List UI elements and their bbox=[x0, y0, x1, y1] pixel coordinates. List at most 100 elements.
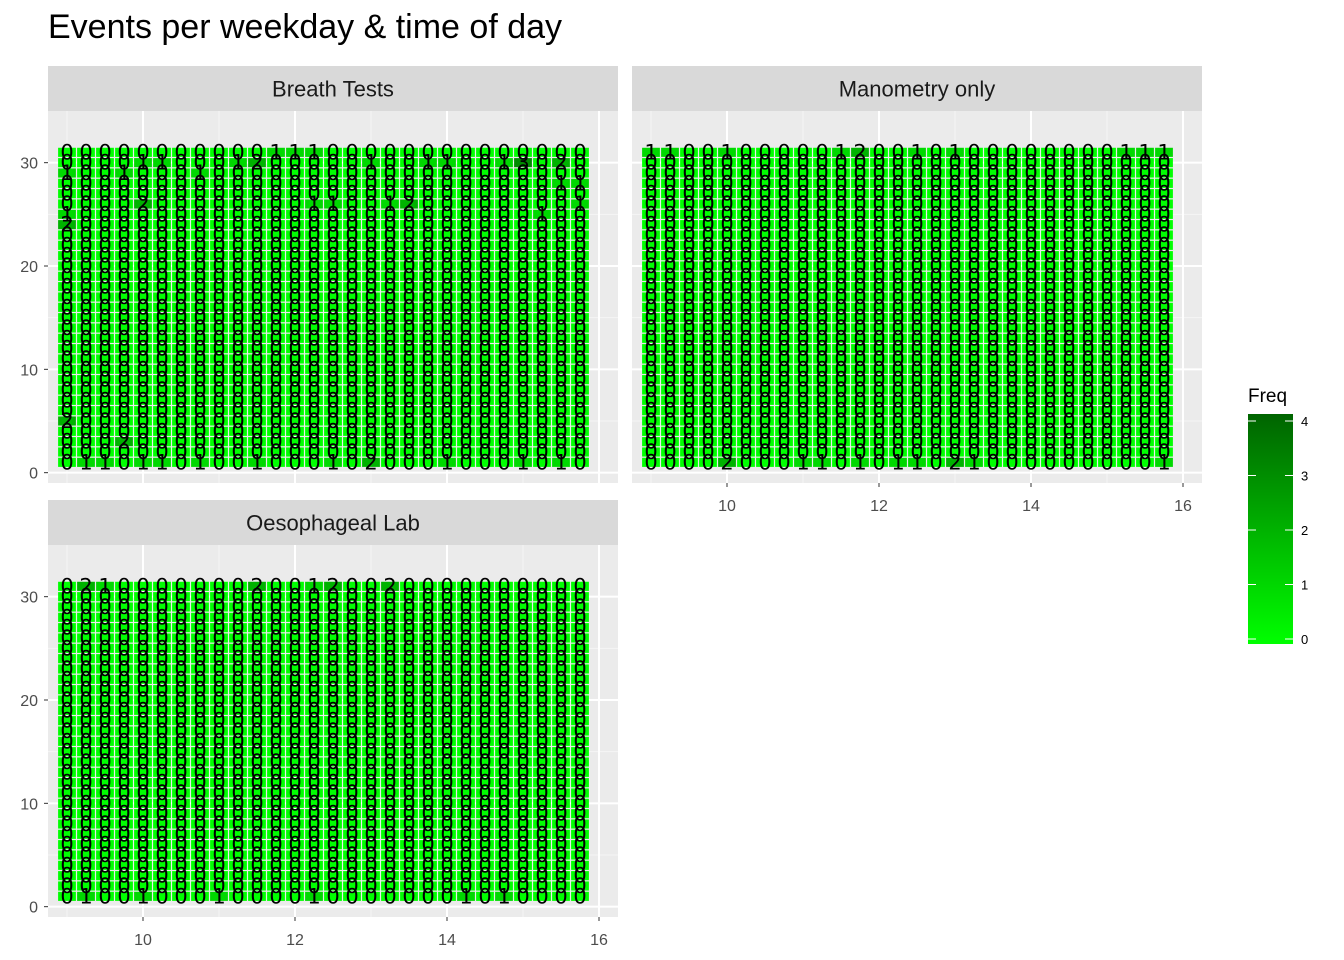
heat-tile bbox=[362, 158, 380, 168]
heat-tile bbox=[495, 178, 513, 188]
heat-tile bbox=[267, 158, 285, 168]
heat-tile bbox=[514, 406, 532, 416]
cell-label: 1 bbox=[98, 450, 111, 474]
heat-tile bbox=[191, 447, 209, 457]
cell-label: 0 bbox=[459, 337, 472, 361]
y-tick-label: 30 bbox=[20, 156, 38, 173]
heat-tile bbox=[533, 447, 551, 457]
cell-label: 0 bbox=[193, 440, 206, 464]
cell-label: 0 bbox=[459, 316, 472, 340]
heat-tile bbox=[476, 178, 494, 188]
cell-label: 0 bbox=[497, 295, 510, 319]
heat-tile bbox=[381, 344, 399, 354]
cell-label: 0 bbox=[231, 285, 244, 309]
heat-tile bbox=[267, 344, 285, 354]
heat-tile bbox=[476, 406, 494, 416]
heat-tile bbox=[362, 406, 380, 416]
cell-label: 0 bbox=[117, 388, 130, 412]
heat-tile bbox=[514, 375, 532, 385]
cell-label: 0 bbox=[307, 430, 320, 454]
heat-tile bbox=[286, 220, 304, 230]
heat-tile bbox=[438, 189, 456, 199]
cell-label: 0 bbox=[326, 326, 339, 350]
cell-label: 0 bbox=[516, 316, 529, 340]
heat-tile bbox=[134, 447, 152, 457]
heat-tile bbox=[305, 333, 323, 343]
heat-tile bbox=[552, 406, 570, 416]
cell-label: 0 bbox=[891, 140, 904, 164]
heat-tile bbox=[134, 395, 152, 405]
cell-label: 0 bbox=[554, 430, 567, 454]
cell-label: 1 bbox=[307, 140, 320, 164]
heat-tile bbox=[77, 416, 95, 426]
cell-label: 0 bbox=[60, 399, 73, 423]
heat-tile bbox=[419, 240, 437, 250]
heat-tile bbox=[77, 406, 95, 416]
cell-label: 0 bbox=[79, 368, 92, 392]
heat-tile bbox=[77, 271, 95, 281]
heat-tile bbox=[58, 437, 76, 447]
cell-label: 0 bbox=[440, 285, 453, 309]
cell-label: 1 bbox=[720, 140, 733, 164]
heat-tile bbox=[248, 313, 266, 323]
heat-tile bbox=[552, 220, 570, 230]
heat-tile bbox=[267, 416, 285, 426]
heat-tile bbox=[571, 395, 589, 405]
cell-label: 0 bbox=[60, 357, 73, 381]
cell-label: 0 bbox=[345, 450, 358, 474]
heat-tile bbox=[286, 199, 304, 209]
cell-label: 0 bbox=[174, 337, 187, 361]
cell-label: 0 bbox=[155, 347, 168, 371]
cell-label: 1 bbox=[136, 450, 149, 474]
heat-tile bbox=[77, 323, 95, 333]
heat-tile bbox=[191, 313, 209, 323]
heat-tile bbox=[419, 385, 437, 395]
cell-label: 0 bbox=[79, 409, 92, 433]
cell-label: 0 bbox=[193, 275, 206, 299]
heat-tile bbox=[552, 282, 570, 292]
cell-label: 0 bbox=[231, 347, 244, 371]
heat-tile bbox=[96, 282, 114, 292]
cell-label: 0 bbox=[682, 140, 695, 164]
heat-tile bbox=[153, 344, 171, 354]
cell-label: 0 bbox=[117, 326, 130, 350]
heat-tile bbox=[362, 323, 380, 333]
cell-label: 0 bbox=[60, 368, 73, 392]
heat-tile bbox=[153, 282, 171, 292]
heat-tile bbox=[267, 220, 285, 230]
heat-tile bbox=[172, 385, 190, 395]
heat-tile bbox=[514, 158, 532, 168]
heat-tile bbox=[457, 230, 475, 240]
heat-tile bbox=[191, 354, 209, 364]
cell-label: 0 bbox=[250, 337, 263, 361]
heat-tile bbox=[324, 437, 342, 447]
heat-tile bbox=[286, 271, 304, 281]
cell-label: 0 bbox=[440, 295, 453, 319]
cell-label: 0 bbox=[212, 399, 225, 423]
heat-tile bbox=[267, 323, 285, 333]
heat-tile bbox=[267, 457, 285, 467]
heat-tile bbox=[172, 313, 190, 323]
cell-label: 0 bbox=[136, 378, 149, 402]
heat-tile bbox=[400, 147, 418, 157]
heat-tile bbox=[248, 385, 266, 395]
cell-label: 0 bbox=[250, 295, 263, 319]
cell-label: 0 bbox=[193, 337, 206, 361]
cell-label: 0 bbox=[402, 440, 415, 464]
cell-label: 0 bbox=[364, 430, 377, 454]
heat-tile bbox=[514, 168, 532, 178]
cell-label: 0 bbox=[478, 430, 491, 454]
cell-label: 0 bbox=[79, 337, 92, 361]
heat-tile bbox=[457, 302, 475, 312]
cell-label: 0 bbox=[326, 357, 339, 381]
heat-tile bbox=[153, 220, 171, 230]
cell-label: 0 bbox=[155, 388, 168, 412]
cell-label: 0 bbox=[459, 440, 472, 464]
cell-label: 0 bbox=[231, 295, 244, 319]
heat-tile bbox=[172, 199, 190, 209]
heat-tile bbox=[514, 292, 532, 302]
cell-label: 0 bbox=[573, 399, 586, 423]
heat-tile bbox=[324, 406, 342, 416]
cell-label: 0 bbox=[212, 440, 225, 464]
heat-tile bbox=[552, 178, 570, 188]
